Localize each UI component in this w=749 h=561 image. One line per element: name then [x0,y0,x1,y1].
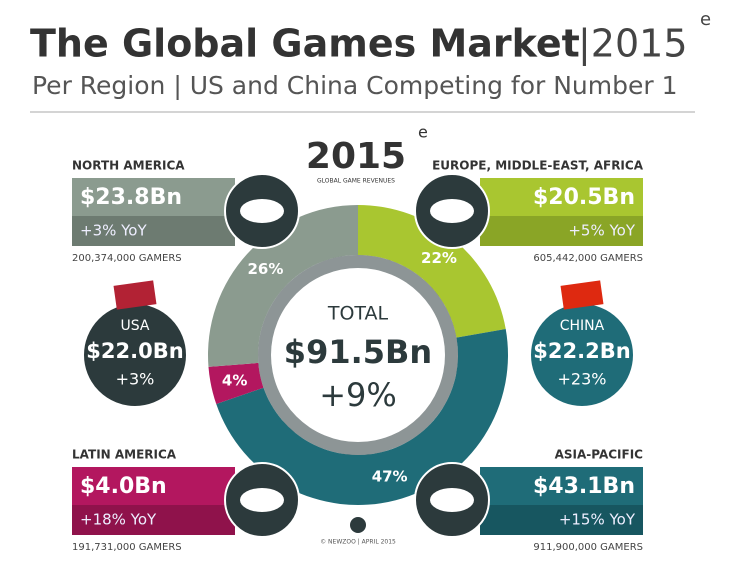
country-revenue: $22.2Bn [533,339,630,363]
region-revenue: $43.1Bn [533,474,635,499]
region-panel-bottom [480,216,643,246]
region-name: ASIA-PACIFIC [555,448,644,462]
title-year-suffix: e [700,9,711,30]
region-map [430,488,474,512]
donut: 22% 47% 4% 26% TOTAL $91.5Bn +9% [208,205,509,506]
region-name: EUROPE, MIDDLE-EAST, AFRICA [432,159,644,173]
region-map [240,488,284,512]
donut-segment [358,205,506,338]
donut-segment [208,205,358,367]
region-panel-bottom [480,505,643,535]
region-revenue: $23.8Bn [80,185,182,210]
panels: EUROPE, MIDDLE-EAST, AFRICA $20.5Bn +5% Yo… [72,159,644,553]
country-name: CHINA [560,318,605,334]
country-revenue: $22.0Bn [86,339,183,363]
region-growth: +15% YoY [559,511,636,529]
footer: © NEWZOO | APRIL 2015 [320,539,396,546]
title-year: |2015 [578,22,688,67]
country-growth: +3% [116,370,155,389]
title: The Global Games Market [30,22,580,66]
region-map [240,199,284,223]
region-panel-top [72,178,235,216]
donut-segment [208,362,264,405]
segment-label: 22% [421,249,457,267]
region-name: LATIN AMERICA [72,448,177,462]
segment-label: 4% [222,371,247,389]
region-panel-bottom [72,505,235,535]
center-value: $91.5Bn [284,333,432,371]
region-gamers: 200,374,000 GAMERS [72,253,182,264]
center-growth: +9% [319,376,397,414]
center-label: TOTAL [327,303,389,325]
country-name: USA [121,318,150,334]
region-panel-top [480,467,643,505]
country-growth: +23% [558,370,607,389]
badge-year: 2015 [306,136,406,177]
region-growth: +3% YoY [80,222,147,240]
subtitle: Per Region | US and China Competing for … [32,71,678,100]
region-panel-top [72,467,235,505]
badge-suffix: e [418,123,428,142]
center-disc [271,268,445,442]
segment-label: 26% [247,260,283,278]
region-map [430,199,474,223]
country-flag [560,280,604,310]
region-growth: +18% YoY [80,511,157,529]
region-gamers: 191,731,000 GAMERS [72,542,182,553]
logo [350,517,366,533]
region-revenue: $4.0Bn [80,474,167,499]
region-gamers: 605,442,000 GAMERS [533,253,643,264]
region-revenue: $20.5Bn [533,185,635,210]
country-flag [113,280,157,310]
region-name: NORTH AMERICA [72,159,185,173]
segment-label: 47% [372,467,408,485]
donut-segment [216,328,509,506]
region-panel-top [480,178,643,216]
region-panel-bottom [72,216,235,246]
badge-caption: GLOBAL GAME REVENUES [317,178,395,185]
region-gamers: 911,900,000 GAMERS [533,542,643,553]
region-growth: +5% YoY [568,222,635,240]
